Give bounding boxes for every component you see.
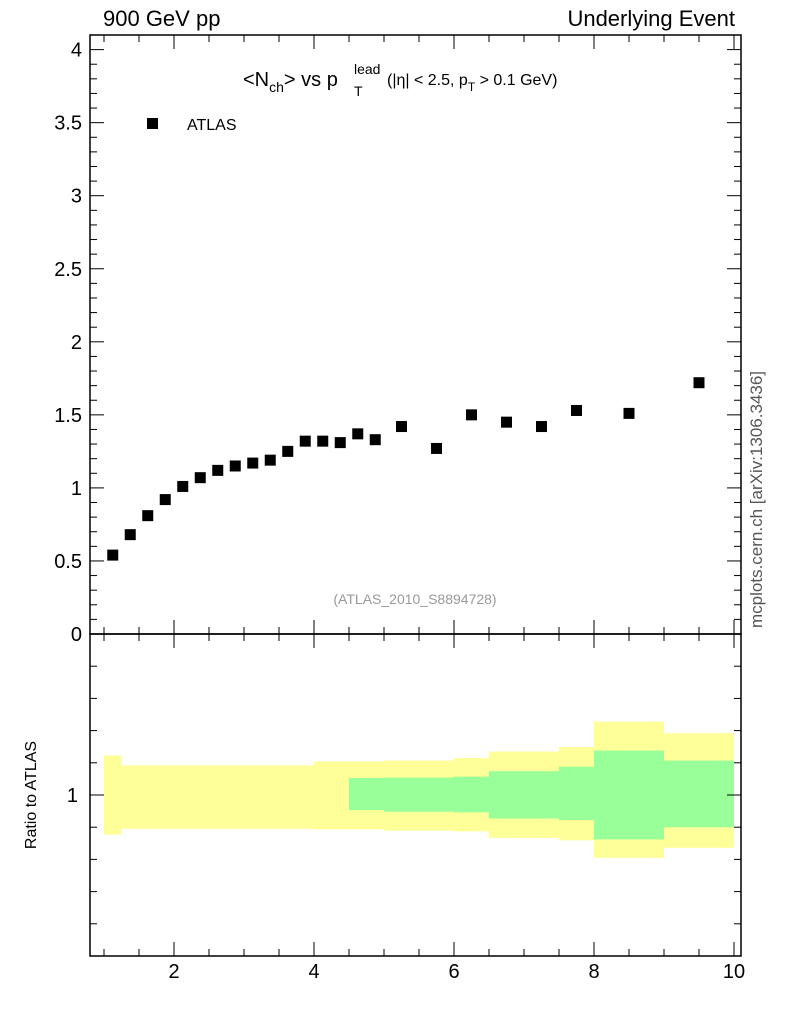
y-tick-label: 4 [71,40,82,62]
ratio-bands [104,721,734,858]
analysis-watermark: (ATLAS_2010_S8894728) [333,591,496,607]
legend-marker [147,118,158,129]
data-point [571,404,582,416]
title-sub-t: T [354,83,363,99]
total-band-bin [104,755,122,835]
ratio-y-label: Ratio to ATLAS [23,741,40,849]
header-left-label: 900 GeV pp [103,6,221,31]
legend-label: ATLAS [187,117,237,134]
y-tick-label: 2 [71,332,82,354]
data-point [466,409,477,421]
data-point [194,472,206,484]
title-main: <N [243,69,269,91]
data-point [212,464,224,476]
title-cuts-b: > 0.1 GeV) [475,72,557,89]
stat-band-bin [664,760,734,828]
title-cuts-sub: T [468,80,476,94]
data-point [334,437,346,449]
data-point [352,428,364,440]
title-cuts: (|η| < 2.5, pT > 0.1 GeV) [387,72,557,94]
data-point [229,460,241,472]
x-tick-label: 6 [448,961,459,983]
data-markers [107,377,705,561]
data-point [501,416,512,428]
x-tick-label: 2 [168,961,179,983]
data-point [264,454,276,466]
y-tick-label: 0.5 [54,551,82,573]
stat-band-bin [349,777,384,811]
y-tick-label: 0 [71,624,82,646]
data-point [159,494,171,506]
data-point [369,434,381,446]
y-tick-label: 3 [71,186,82,208]
data-point [247,457,259,469]
x-tick-label: 8 [588,961,599,983]
y-tick-label: 1.5 [54,405,82,427]
data-point [431,442,442,454]
title-cuts-a: (|η| < 2.5, p [387,72,468,89]
stat-band-bin [559,766,594,821]
y-tick-label: 3.5 [54,113,82,135]
stat-band-bin [454,776,489,813]
title-sup-lead: lead [354,61,380,77]
bottom-panel-ticks: 2 4 6 8 10 1 [67,634,745,983]
data-point [107,549,119,561]
total-band-bin [121,765,314,829]
data-point [317,435,329,447]
data-point [282,445,294,457]
data-point [623,407,635,419]
data-point [142,510,154,522]
plot-title: <Nch> vs p [243,69,338,95]
stat-band-bin [594,750,664,840]
data-point [177,480,189,492]
x-tick-label: 4 [308,961,319,983]
stat-band-bin [489,771,559,819]
y-tick-label: 1 [71,478,82,500]
data-point [124,529,136,541]
data-point [536,421,547,433]
header-right-label: Underlying Event [567,6,735,31]
top-panel-ticks: 0 0.5 1 1.5 2 2.5 3 3.5 4 [54,34,741,646]
stat-band-bin [384,777,454,812]
x-tick-label: 10 [723,961,745,983]
title-sub-ch: ch [269,79,284,95]
data-point [693,377,705,389]
data-point [299,435,311,447]
title-mid: > vs p [284,69,338,91]
ratio-y-tick-label: 1 [67,785,78,807]
data-point [396,421,407,433]
y-tick-label: 2.5 [54,259,82,281]
